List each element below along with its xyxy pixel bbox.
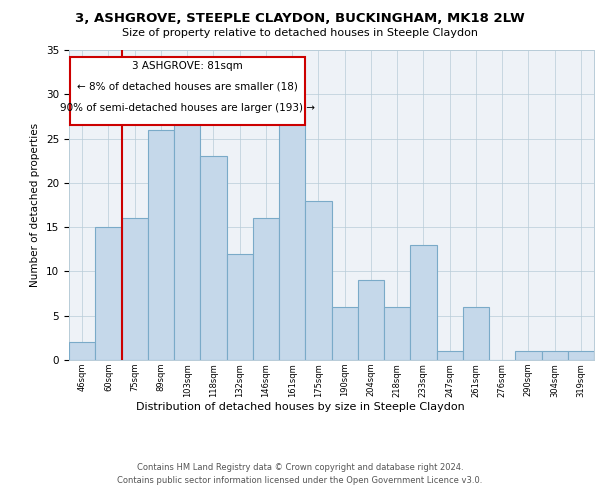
Text: Size of property relative to detached houses in Steeple Claydon: Size of property relative to detached ho… bbox=[122, 28, 478, 38]
Text: Distribution of detached houses by size in Steeple Claydon: Distribution of detached houses by size … bbox=[136, 402, 464, 412]
Bar bbox=[515, 351, 542, 360]
Y-axis label: Number of detached properties: Number of detached properties bbox=[31, 123, 40, 287]
Text: Contains HM Land Registry data © Crown copyright and database right 2024.: Contains HM Land Registry data © Crown c… bbox=[137, 462, 463, 471]
Bar bbox=[200, 156, 227, 360]
Bar bbox=[121, 218, 148, 360]
Bar bbox=[253, 218, 279, 360]
Text: 90% of semi-detached houses are larger (193) →: 90% of semi-detached houses are larger (… bbox=[60, 103, 315, 113]
Text: Contains public sector information licensed under the Open Government Licence v3: Contains public sector information licen… bbox=[118, 476, 482, 485]
Bar bbox=[542, 351, 568, 360]
FancyBboxPatch shape bbox=[70, 57, 305, 126]
Bar bbox=[358, 280, 384, 360]
Bar bbox=[69, 342, 95, 360]
Bar bbox=[463, 307, 489, 360]
Text: ← 8% of detached houses are smaller (18): ← 8% of detached houses are smaller (18) bbox=[77, 82, 298, 92]
Text: 3 ASHGROVE: 81sqm: 3 ASHGROVE: 81sqm bbox=[133, 60, 243, 70]
Bar bbox=[148, 130, 174, 360]
Bar bbox=[95, 227, 121, 360]
Bar bbox=[437, 351, 463, 360]
Text: 3, ASHGROVE, STEEPLE CLAYDON, BUCKINGHAM, MK18 2LW: 3, ASHGROVE, STEEPLE CLAYDON, BUCKINGHAM… bbox=[75, 12, 525, 26]
Bar bbox=[279, 103, 305, 360]
Bar bbox=[410, 245, 437, 360]
Bar bbox=[568, 351, 594, 360]
Bar bbox=[227, 254, 253, 360]
Bar bbox=[331, 307, 358, 360]
Bar bbox=[305, 200, 331, 360]
Bar bbox=[384, 307, 410, 360]
Bar bbox=[174, 112, 200, 360]
